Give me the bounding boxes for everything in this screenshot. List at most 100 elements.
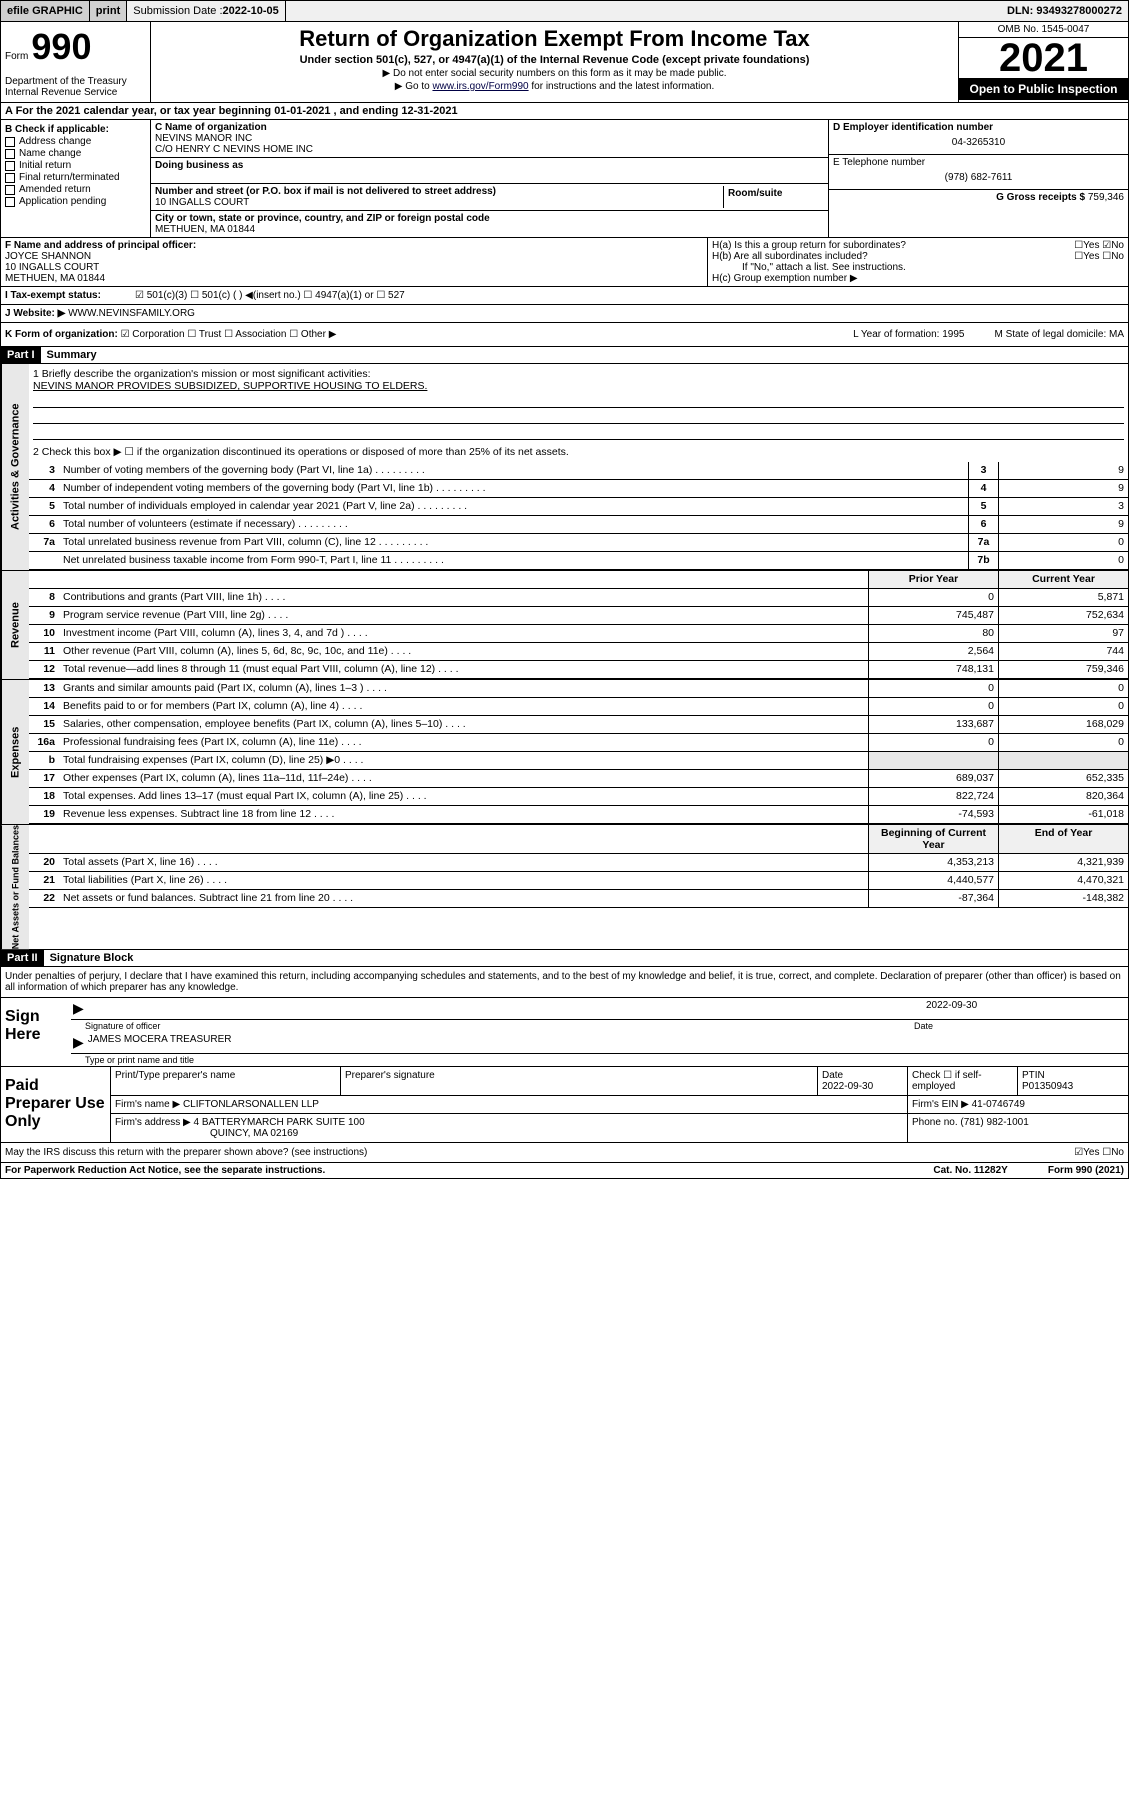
table-row: 6Total number of volunteers (estimate if… <box>29 516 1128 534</box>
vtab-governance: Activities & Governance <box>1 364 29 570</box>
print-button[interactable]: print <box>90 1 127 21</box>
form-org-label: K Form of organization: <box>5 329 118 340</box>
table-row: 12Total revenue—add lines 8 through 11 (… <box>29 661 1128 679</box>
table-row: 14Benefits paid to or for members (Part … <box>29 698 1128 716</box>
footer-right: Form 990 (2021) <box>1048 1165 1124 1176</box>
ha-answer: ☐Yes ☑No <box>1074 240 1124 251</box>
street-label: Number and street (or P.O. box if mail i… <box>155 186 723 197</box>
prep-ptin-cell: PTINP01350943 <box>1018 1067 1128 1095</box>
form-word: Form <box>5 51 28 62</box>
hc-label: H(c) Group exemption number ▶ <box>712 273 1124 284</box>
sign-here-label: Sign Here <box>1 998 71 1066</box>
row-k: K Form of organization: ☑ Corporation ☐ … <box>0 323 1129 347</box>
city-cell: City or town, state or province, country… <box>151 211 828 237</box>
table-row: 20Total assets (Part X, line 16) . . . .… <box>29 854 1128 872</box>
chk-amended-return[interactable]: Amended return <box>5 184 146 195</box>
col-de: D Employer identification number 04-3265… <box>828 120 1128 237</box>
street-cell: Number and street (or P.O. box if mail i… <box>155 186 724 208</box>
firm-name-cell: Firm's name ▶ CLIFTONLARSONALLEN LLP <box>111 1096 908 1113</box>
submission-date: Submission Date : 2022-10-05 <box>127 1 286 21</box>
tax-year: 2021 <box>959 38 1128 78</box>
declaration: Under penalties of perjury, I declare th… <box>0 967 1129 998</box>
hb-answer: ☐Yes ☐No <box>1074 251 1124 262</box>
table-row: 10Investment income (Part VIII, column (… <box>29 625 1128 643</box>
address-row: Number and street (or P.O. box if mail i… <box>151 184 828 211</box>
signature-sublabel: Signature of officer <box>85 1021 914 1031</box>
rev-header-row: Prior Year Current Year <box>29 571 1128 589</box>
bal-header-row: Beginning of Current Year End of Year <box>29 825 1128 854</box>
firm-phone-cell: Phone no. (781) 982-1001 <box>908 1114 1128 1142</box>
chk-application-pending[interactable]: Application pending <box>5 196 146 207</box>
hb-question: H(b) Are all subordinates included? <box>712 251 1074 262</box>
irs-link[interactable]: www.irs.gov/Form990 <box>432 81 528 92</box>
prep-self-employed: Check ☐ if self-employed <box>908 1067 1018 1095</box>
part1-badge: Part I <box>1 347 41 363</box>
form-header: Form 990 Department of the Treasury Inte… <box>0 22 1129 103</box>
firm-ein-cell: Firm's EIN ▶ 41-0746749 <box>908 1096 1128 1113</box>
section-bcde: B Check if applicable: Address change Na… <box>0 120 1129 238</box>
year-formation: L Year of formation: 1995 <box>853 329 964 340</box>
website-value: WWW.NEVINSFAMILY.ORG <box>68 308 195 319</box>
table-row: 22Net assets or fund balances. Subtract … <box>29 890 1128 908</box>
gross-receipts-value: 759,346 <box>1088 192 1124 203</box>
form-title: Return of Organization Exempt From Incom… <box>159 26 950 52</box>
prep-date-cell: Date2022-09-30 <box>818 1067 908 1095</box>
vtab-revenue: Revenue <box>1 571 29 679</box>
city-label: City or town, state or province, country… <box>155 213 824 224</box>
discuss-row: May the IRS discuss this return with the… <box>0 1143 1129 1163</box>
part1-header-row: Part I Summary <box>0 347 1129 364</box>
signature-arrow-icon: ▶ <box>73 1000 84 1017</box>
name-arrow-icon: ▶ <box>73 1034 84 1051</box>
table-row: 3Number of voting members of the governi… <box>29 462 1128 480</box>
signature-line: ▶ 2022-09-30 <box>71 998 1128 1020</box>
note2-post: for instructions and the latest informat… <box>531 81 714 92</box>
section-fh: F Name and address of principal officer:… <box>0 238 1129 287</box>
public-inspection: Open to Public Inspection <box>959 78 1128 100</box>
table-row: 21Total liabilities (Part X, line 26) . … <box>29 872 1128 890</box>
table-row: 8Contributions and grants (Part VIII, li… <box>29 589 1128 607</box>
table-row: Net unrelated business taxable income fr… <box>29 552 1128 570</box>
chk-address-change[interactable]: Address change <box>5 136 146 147</box>
revenue-section: Revenue Prior Year Current Year 8Contrib… <box>0 571 1129 680</box>
form-note-2: ▶ Go to www.irs.gov/Form990 for instruct… <box>159 81 950 92</box>
officer-name: JOYCE SHANNON <box>5 251 703 262</box>
room-label: Room/suite <box>728 188 820 199</box>
form-number: 990 <box>31 26 91 67</box>
preparer-label: Paid Preparer Use Only <box>1 1067 111 1142</box>
discuss-question: May the IRS discuss this return with the… <box>5 1147 1074 1158</box>
chk-final-return[interactable]: Final return/terminated <box>5 172 146 183</box>
department: Department of the Treasury Internal Reve… <box>5 76 146 98</box>
table-row: 17Other expenses (Part IX, column (A), l… <box>29 770 1128 788</box>
col-beginning-year: Beginning of Current Year <box>868 825 998 853</box>
ein-label: D Employer identification number <box>833 122 1124 133</box>
table-row: 18Total expenses. Add lines 13–17 (must … <box>29 788 1128 806</box>
city-value: METHUEN, MA 01844 <box>155 224 824 235</box>
balances-section: Net Assets or Fund Balances Beginning of… <box>0 825 1129 950</box>
box-b: B Check if applicable: Address change Na… <box>1 120 151 237</box>
state-domicile: M State of legal domicile: MA <box>995 329 1125 340</box>
form-note-1: ▶ Do not enter social security numbers o… <box>159 68 950 79</box>
tax-exempt-options: ☑ 501(c)(3) ☐ 501(c) ( ) ◀(insert no.) ☐… <box>131 287 409 304</box>
website-label: J Website: ▶ <box>5 308 65 319</box>
sign-here-section: Sign Here ▶ 2022-09-30 Signature of offi… <box>0 998 1129 1067</box>
table-row: 4Number of independent voting members of… <box>29 480 1128 498</box>
table-row: 9Program service revenue (Part VIII, lin… <box>29 607 1128 625</box>
footer-center: Cat. No. 11282Y <box>933 1165 1007 1176</box>
form-org-options: ☑ Corporation ☐ Trust ☐ Association ☐ Ot… <box>121 329 337 340</box>
form-number-box: Form 990 Department of the Treasury Inte… <box>1 22 151 102</box>
phone-value: (978) 682-7611 <box>833 168 1124 187</box>
part2-badge: Part II <box>1 950 44 966</box>
col-end-year: End of Year <box>998 825 1128 853</box>
vtab-balances: Net Assets or Fund Balances <box>1 825 29 949</box>
chk-initial-return[interactable]: Initial return <box>5 160 146 171</box>
chk-name-change[interactable]: Name change <box>5 148 146 159</box>
table-row: 11Other revenue (Part VIII, column (A), … <box>29 643 1128 661</box>
box-c: C Name of organization NEVINS MANOR INC … <box>151 120 828 237</box>
dln: DLN: 93493278000272 <box>1001 1 1128 21</box>
officer-label: F Name and address of principal officer: <box>5 240 703 251</box>
submission-date-value: 2022-10-05 <box>223 5 279 17</box>
gross-receipts-cell: G Gross receipts $ 759,346 <box>829 190 1128 205</box>
title-box: Return of Organization Exempt From Incom… <box>151 22 958 102</box>
row-i: I Tax-exempt status: ☑ 501(c)(3) ☐ 501(c… <box>0 287 1129 305</box>
part1-title: Summary <box>41 347 103 363</box>
